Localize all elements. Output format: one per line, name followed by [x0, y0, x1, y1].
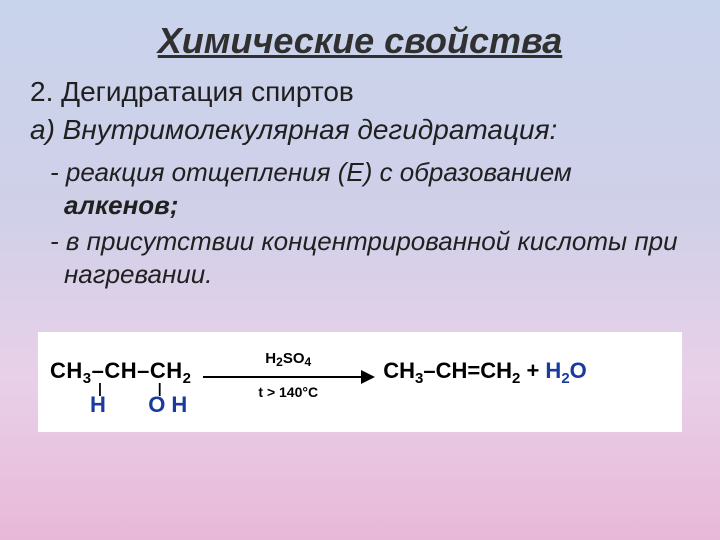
subsection: а) Внутримолекулярная дегидратация:	[30, 114, 690, 146]
plus-sign: +	[520, 358, 545, 383]
bullet-2: - в присутствии концентрированной кислот…	[42, 225, 690, 290]
bullet-1-text: - реакция отщепления (Е) с образованием	[50, 157, 572, 187]
arrow-catalyst: H2SO4	[203, 350, 373, 367]
arrow-head-icon	[361, 370, 375, 384]
product: CH3–CH=CH2 + H2O	[383, 358, 587, 384]
slide: Химические свойства 2. Дегидратация спир…	[0, 0, 720, 540]
reaction-equation: CH3–CH–CH2 | | H OH H2SO4 t > 140°С CH3–…	[38, 332, 682, 432]
reactant: CH3–CH–CH2 | | H OH	[50, 358, 193, 418]
reactant-oh: OH	[148, 392, 193, 417]
water: H2O	[545, 358, 586, 383]
arrow-line	[203, 376, 373, 378]
bullet-1-bold: алкенов;	[64, 190, 179, 220]
reactant-bonds: | |	[98, 384, 193, 392]
bullet-1: - реакция отщепления (Е) с образованием …	[42, 156, 690, 221]
arrow-condition: t > 140°С	[203, 384, 373, 400]
reactant-h: H	[90, 392, 112, 417]
section-number: 2. Дегидратация спиртов	[30, 76, 690, 108]
slide-title: Химические свойства	[30, 20, 690, 62]
reactant-substituents: H OH	[90, 392, 193, 418]
